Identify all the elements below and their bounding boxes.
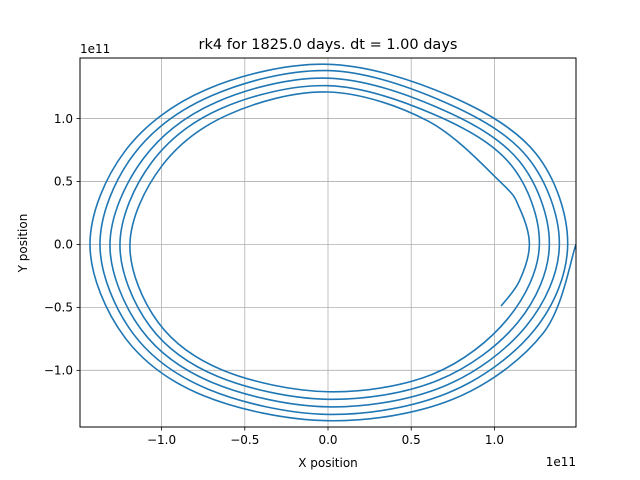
chart-title: rk4 for 1825.0 days. dt = 1.00 days [199, 37, 458, 53]
x-tick-label: 1.0 [485, 433, 504, 447]
series-line [89, 63, 576, 422]
y-tick-label: 0.5 [54, 175, 73, 189]
x-tick-label: 0.0 [318, 433, 337, 447]
y-tick-label: −0.5 [44, 301, 73, 315]
x-tick-label: −1.0 [147, 433, 176, 447]
y-tick-label: 1.0 [54, 112, 73, 126]
x-axis-offset-label: 1e11 [546, 455, 576, 469]
x-tick-label: 0.5 [402, 433, 421, 447]
x-axis-ticks: −1.0 −0.5 0.0 0.5 1.0 [147, 427, 504, 447]
x-axis-label: X position [298, 456, 358, 470]
y-axis-label: Y position [16, 214, 30, 274]
y-axis-offset-label: 1e11 [80, 42, 110, 56]
x-tick-label: −0.5 [230, 433, 259, 447]
y-tick-label: 0.0 [54, 238, 73, 252]
y-tick-label: −1.0 [44, 364, 73, 378]
y-axis-ticks: −1.0 −0.5 0.0 0.5 1.0 [44, 112, 80, 378]
